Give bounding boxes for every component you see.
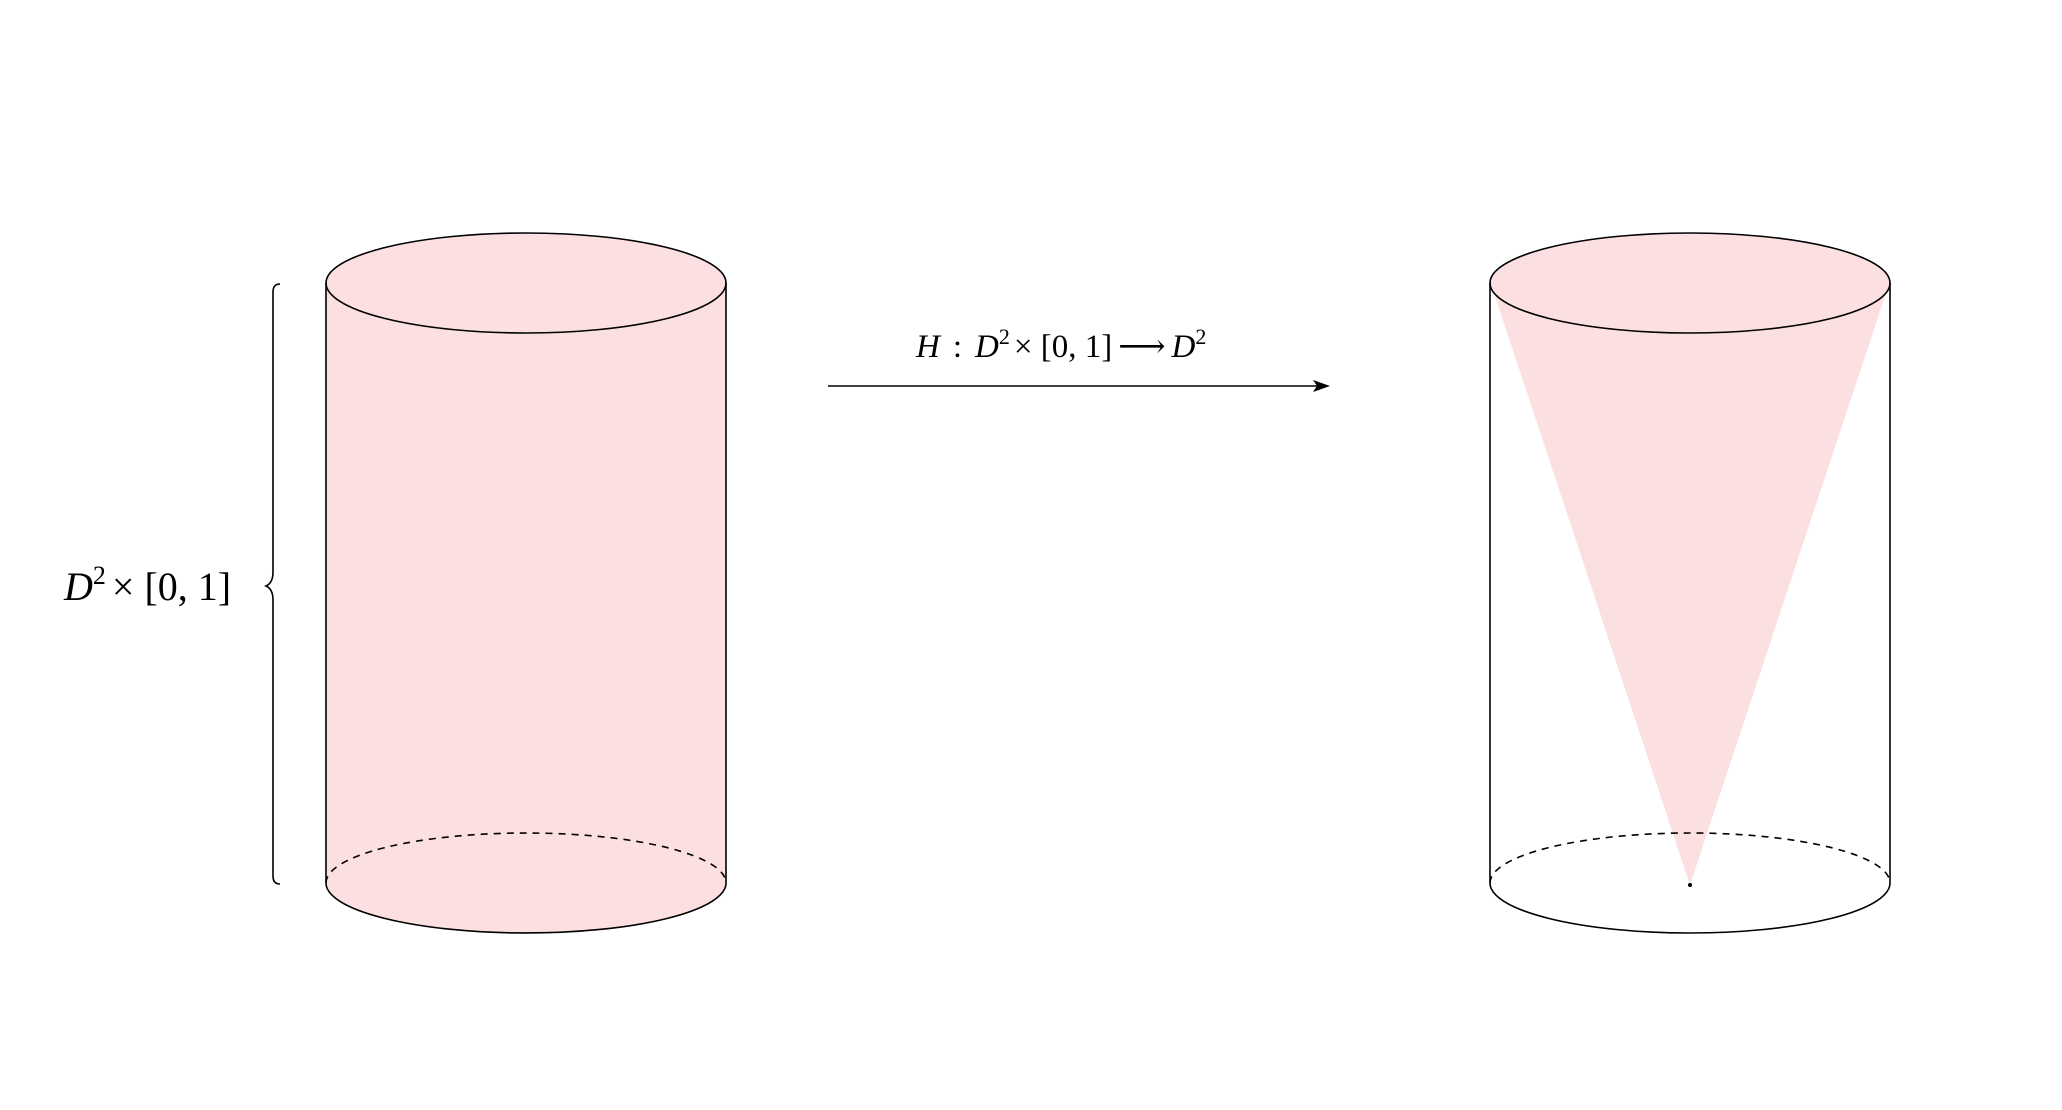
cone-apex-point [1688, 883, 1692, 887]
arrow-label-codomain-exponent: 2 [1195, 324, 1206, 349]
arrow-label-domain-rest: × [0, 1] [1014, 329, 1112, 365]
left-cylinder-bottom-back-dashed [325, 832, 727, 884]
right-cone-fill [1494, 293, 1886, 885]
left-label-base: D [63, 564, 93, 609]
arrow-label-arrow-symbol: ⟶ [1118, 329, 1165, 365]
arrow-label-domain-exponent: 2 [999, 324, 1010, 349]
left-brace [263, 283, 281, 885]
right-cylinder-bottom-front [1489, 882, 1891, 934]
arrow-label-map-name: H [915, 329, 942, 365]
left-label: D2 × [0, 1] [63, 561, 231, 609]
left-cylinder-bottom-front [325, 882, 727, 934]
arrow-label: H: D2 × [0, 1] ⟶ D2 [915, 324, 1206, 365]
arrow-label-domain-base: D [974, 329, 999, 365]
left-cylinder-top-ellipse [325, 232, 727, 334]
right-cylinder-top-ellipse [1489, 232, 1891, 334]
left-label-exponent: 2 [93, 561, 106, 590]
arrow-label-colon: : [953, 329, 962, 365]
homotopy-arrow [828, 380, 1330, 392]
right-cylinder [1489, 232, 1891, 934]
left-label-rest: × [0, 1] [112, 564, 231, 609]
right-cylinder-bottom-back-dashed [1489, 832, 1891, 884]
arrowhead [1313, 380, 1330, 392]
left-cylinder-fill [326, 233, 726, 933]
left-cylinder [325, 232, 727, 934]
arrow-label-codomain-base: D [1171, 329, 1196, 365]
